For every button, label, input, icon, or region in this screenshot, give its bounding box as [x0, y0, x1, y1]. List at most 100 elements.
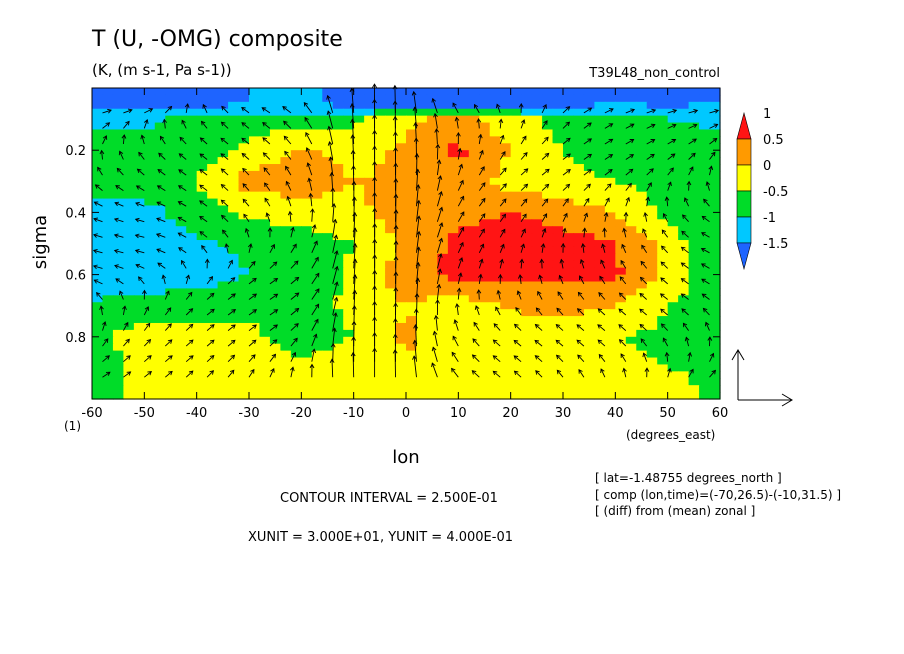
heatmap-cell [531, 316, 543, 324]
heatmap-cell [636, 226, 648, 234]
heatmap-cell [259, 219, 271, 227]
heatmap-cell [542, 191, 554, 200]
colorbar-segment [736, 164, 752, 192]
heatmap-cell [112, 336, 124, 345]
wind-vector [662, 337, 669, 347]
heatmap-cell [510, 94, 522, 103]
heatmap-cell [563, 302, 575, 310]
heatmap-cell [646, 288, 658, 296]
heatmap-cell [364, 88, 376, 96]
heatmap-cell [385, 157, 397, 165]
heatmap-cell [311, 164, 323, 172]
heatmap-cell [144, 170, 156, 179]
wind-vector [457, 179, 464, 191]
heatmap-cell [426, 115, 438, 124]
heatmap-cell [290, 219, 302, 227]
heatmap-cell [688, 364, 700, 372]
heatmap-cell [646, 212, 658, 220]
wind-vector [143, 119, 149, 129]
wind-vector [286, 195, 292, 207]
heatmap-cell [238, 316, 250, 324]
heatmap-cell [112, 129, 124, 137]
heatmap-cell [510, 88, 522, 96]
heatmap-cell [280, 357, 292, 366]
heatmap-cell [458, 164, 470, 172]
wind-vector [537, 290, 543, 300]
heatmap-cell [395, 336, 407, 345]
heatmap-cell [353, 205, 365, 213]
heatmap-cell [259, 302, 271, 310]
heatmap-cell [154, 219, 166, 227]
heatmap-cell [133, 108, 145, 117]
heatmap-cell [688, 240, 700, 248]
heatmap-cell [646, 329, 658, 338]
heatmap-cell [500, 288, 512, 296]
heatmap-cell [678, 253, 690, 262]
reference-vector [731, 349, 793, 407]
heatmap-cell [594, 184, 606, 193]
heatmap-cell [709, 329, 721, 338]
wind-vector [541, 183, 550, 191]
heatmap-cell [269, 240, 281, 248]
heatmap-cell [395, 212, 407, 220]
heatmap-cell [625, 246, 637, 255]
heatmap-cell [133, 281, 145, 290]
wind-vector [661, 245, 669, 254]
heatmap-cell [479, 226, 491, 234]
heatmap-cell [468, 385, 480, 393]
heatmap-cell [426, 336, 438, 345]
heatmap-cell [699, 246, 711, 255]
heatmap-cell [468, 212, 480, 220]
heatmap-cell [102, 288, 114, 296]
heatmap-cell [165, 302, 177, 310]
heatmap-cell [165, 184, 177, 193]
heatmap-cell [301, 385, 313, 393]
wind-vector [144, 371, 152, 378]
wind-vector [499, 134, 505, 145]
heatmap-cell [290, 281, 302, 290]
heatmap-cell [458, 392, 470, 400]
heatmap-cell [500, 322, 512, 331]
heatmap-cell [426, 150, 438, 158]
heatmap-cell [426, 198, 438, 207]
heatmap-cell [144, 274, 156, 283]
wind-vector [162, 118, 167, 129]
heatmap-cell [92, 136, 104, 144]
heatmap-cell [364, 94, 376, 103]
heatmap-cell [374, 357, 386, 366]
heatmap-cell [123, 343, 135, 352]
heatmap-cell [207, 253, 219, 262]
heatmap-cell [479, 157, 491, 165]
heatmap-cell [426, 88, 438, 96]
heatmap-cell [228, 329, 240, 338]
heatmap-cell [269, 267, 281, 276]
heatmap-cell [678, 336, 690, 345]
heatmap-cell [133, 101, 145, 110]
heatmap-cell [301, 240, 313, 248]
heatmap-cell [552, 184, 564, 193]
wind-vector [113, 248, 124, 254]
heatmap-cell [458, 316, 470, 324]
heatmap-cell [332, 274, 344, 283]
heatmap-cell [416, 177, 428, 186]
heatmap-cell [228, 191, 240, 200]
x-axis-label: lon [392, 447, 419, 468]
wind-vector [618, 324, 627, 331]
heatmap-cell [447, 288, 459, 296]
heatmap-cell [489, 350, 501, 359]
heatmap-cell [112, 281, 124, 290]
heatmap-cell [228, 385, 240, 393]
wind-vector [352, 227, 358, 253]
heatmap-cell [259, 122, 271, 131]
wind-vector [576, 324, 585, 331]
heatmap-cell [625, 170, 637, 179]
heatmap-cell [207, 364, 219, 372]
heatmap-cell [667, 378, 679, 386]
heatmap-cell [249, 302, 261, 310]
x-tick-label: 50 [659, 406, 676, 421]
heatmap-cell [238, 129, 250, 137]
heatmap-cell [353, 385, 365, 393]
heatmap-cell [165, 157, 177, 165]
heatmap-cell [385, 274, 397, 283]
heatmap-cell [510, 136, 522, 144]
